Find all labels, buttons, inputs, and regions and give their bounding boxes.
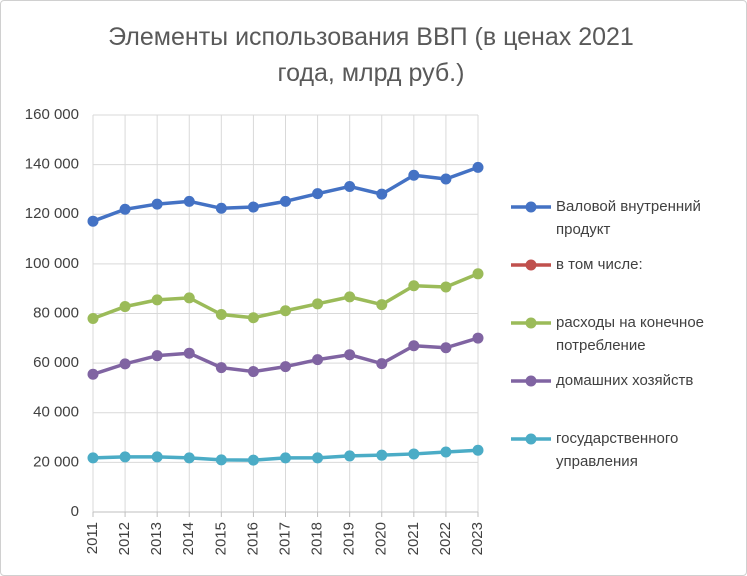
chart-title: Элементы использования ВВП (в ценах 2021… xyxy=(108,23,634,87)
legend-label: Валовой внутренний продукт xyxy=(556,198,701,238)
legend-marker xyxy=(525,317,537,329)
x-tick-label: 2016 xyxy=(244,522,261,555)
point xyxy=(215,454,227,466)
point xyxy=(183,292,195,304)
point xyxy=(151,350,163,362)
point xyxy=(247,454,259,466)
x-tick-label: 2015 xyxy=(212,522,229,555)
x-tick-label: 2017 xyxy=(276,522,293,555)
point xyxy=(183,195,195,207)
point xyxy=(344,349,356,361)
y-tick-label: 120 000 xyxy=(25,205,79,222)
point xyxy=(280,305,291,317)
point xyxy=(376,188,388,200)
x-tick-label: 2013 xyxy=(148,522,165,555)
point xyxy=(183,452,195,464)
point xyxy=(344,180,356,192)
point xyxy=(344,450,356,462)
y-tick-label: 160 000 xyxy=(25,106,79,123)
point xyxy=(87,312,99,324)
y-tick-label: 100 000 xyxy=(25,255,79,272)
point xyxy=(247,201,259,213)
x-tick-label: 2014 xyxy=(180,522,197,555)
point xyxy=(151,198,163,210)
point xyxy=(280,452,291,464)
point xyxy=(215,362,227,374)
point xyxy=(247,312,259,324)
point xyxy=(119,358,131,370)
point xyxy=(440,173,452,185)
x-tick-label: 2012 xyxy=(116,522,133,555)
point xyxy=(183,347,195,359)
y-tick-label: 0 xyxy=(71,503,79,520)
legend-marker xyxy=(525,433,537,445)
point xyxy=(280,195,291,207)
x-tick-label: 2022 xyxy=(437,522,454,555)
point xyxy=(151,294,163,306)
point xyxy=(87,368,99,380)
point xyxy=(247,366,259,378)
point xyxy=(376,299,388,311)
point xyxy=(408,280,420,292)
y-tick-label: 80 000 xyxy=(33,304,79,321)
point xyxy=(472,444,484,456)
y-tick-label: 60 000 xyxy=(33,354,79,371)
point xyxy=(472,332,484,344)
point xyxy=(312,188,324,200)
legend-label: государственного управления xyxy=(556,430,679,470)
point xyxy=(440,342,452,354)
point xyxy=(119,301,131,313)
point xyxy=(472,268,484,280)
x-tick-label: 2011 xyxy=(84,522,101,554)
legend-marker xyxy=(525,201,537,213)
point xyxy=(280,361,291,373)
point xyxy=(376,358,388,370)
point xyxy=(472,161,484,173)
point xyxy=(215,308,227,320)
legend-marker xyxy=(525,259,537,271)
point xyxy=(215,202,227,214)
point xyxy=(151,451,163,463)
point xyxy=(344,291,356,303)
point xyxy=(376,449,388,461)
point xyxy=(312,452,324,464)
x-tick-label: 2020 xyxy=(373,522,390,555)
point xyxy=(408,448,420,460)
point xyxy=(440,281,452,293)
y-tick-label: 140 000 xyxy=(25,156,79,173)
legend-label: в том числе: xyxy=(556,256,643,273)
point xyxy=(440,446,452,458)
x-tick-label: 2023 xyxy=(469,522,486,555)
x-tick-label: 2019 xyxy=(341,522,358,555)
point xyxy=(87,215,99,227)
x-tick-label: 2018 xyxy=(309,522,326,555)
point xyxy=(312,354,324,366)
point xyxy=(119,451,131,463)
y-tick-label: 20 000 xyxy=(33,453,79,470)
point xyxy=(119,203,131,215)
point xyxy=(312,298,324,310)
legend-label: домашних хозяйств xyxy=(556,372,694,389)
point xyxy=(87,452,99,464)
point xyxy=(408,340,420,352)
y-tick-label: 40 000 xyxy=(33,404,79,421)
legend-marker xyxy=(525,375,537,387)
x-tick-label: 2021 xyxy=(405,522,422,555)
point xyxy=(408,169,420,181)
legend-label: расходы на конечное потребление xyxy=(556,314,705,354)
